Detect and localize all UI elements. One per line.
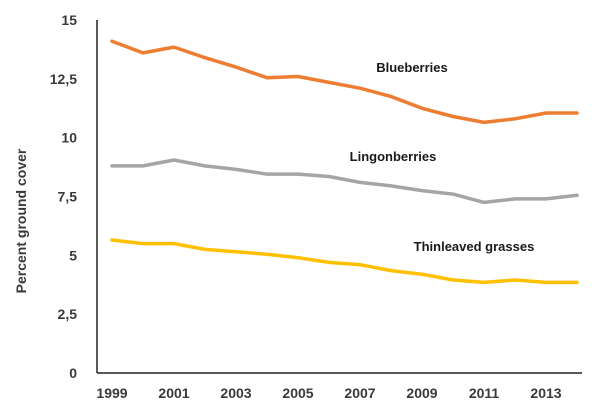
y-axis-title: Percent ground cover <box>13 148 29 293</box>
y-tick-label: 10 <box>61 130 77 146</box>
y-tick-label: 5 <box>69 247 77 263</box>
series-lines <box>110 39 579 285</box>
x-tick-label: 2003 <box>220 385 251 401</box>
x-tick-label: 2001 <box>158 385 189 401</box>
x-tick-label: 2013 <box>530 385 561 401</box>
x-tick-label: 2011 <box>469 385 500 401</box>
x-tick-label: 2009 <box>406 385 437 401</box>
series-label-thinleaved-grasses: Thinleaved grasses <box>414 239 535 254</box>
x-tick-label: 1999 <box>96 385 127 401</box>
y-tick-label: 7,5 <box>58 189 78 205</box>
series-label-blueberries: Blueberries <box>376 60 448 75</box>
x-tick-labels: 1999 2001 2003 2005 2007 2009 2011 2013 <box>96 385 561 401</box>
y-tick-label: 0 <box>69 365 77 381</box>
y-tick-label: 2,5 <box>58 306 78 322</box>
series-line-thinleaved-grasses <box>110 238 579 285</box>
series-line-lingonberries <box>110 158 579 205</box>
y-tick-label: 15 <box>61 12 77 28</box>
series-labels: Blueberries Lingonberries Thinleaved grass… <box>350 60 535 254</box>
x-tick-label: 2005 <box>282 385 313 401</box>
series-line-blueberries <box>110 39 579 125</box>
y-tick-labels: 0 2,5 5 7,5 10 12,5 15 <box>50 12 77 381</box>
x-tick-label: 2007 <box>344 385 375 401</box>
series-label-lingonberries: Lingonberries <box>350 149 437 164</box>
y-tick-label: 12,5 <box>50 71 77 87</box>
